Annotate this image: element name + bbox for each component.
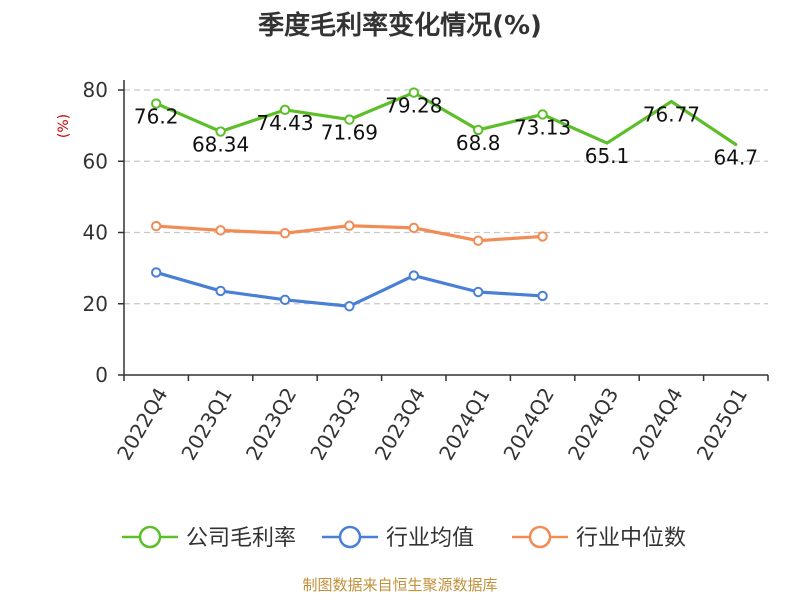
data-label: 76.2 bbox=[134, 105, 179, 129]
data-point bbox=[279, 104, 291, 116]
legend-swatch-marker bbox=[138, 525, 162, 549]
data-label: 76.77 bbox=[643, 103, 700, 127]
y-axis-label: (%) bbox=[56, 114, 72, 138]
data-label: 79.28 bbox=[385, 94, 442, 118]
data-point bbox=[473, 286, 484, 298]
series-lines bbox=[151, 87, 738, 312]
data-point bbox=[279, 228, 291, 239]
data-point bbox=[537, 109, 548, 120]
legend-swatch-marker bbox=[338, 525, 362, 549]
y-tick-label: 80 bbox=[83, 78, 108, 102]
data-point bbox=[151, 98, 162, 109]
data-label: 68.34 bbox=[192, 133, 249, 157]
x-tick-label: 2022Q4 bbox=[112, 384, 172, 465]
data-point bbox=[344, 220, 355, 231]
data-labels: 76.2 68.34 74.43 71.69 79.28 68.8 73.13 65.1 76.… bbox=[134, 94, 758, 170]
x-tick-label: 2023Q3 bbox=[305, 384, 365, 465]
legend: 公司毛利率 行业均值 行业中位数 bbox=[122, 525, 686, 551]
data-point bbox=[215, 225, 226, 236]
legend-label: 公司毛利率 bbox=[186, 526, 296, 551]
y-tick-label: 60 bbox=[83, 149, 108, 173]
data-point bbox=[537, 290, 548, 302]
x-tick-label: 2024Q4 bbox=[627, 384, 687, 465]
y-tick-label: 20 bbox=[83, 292, 108, 316]
x-tick-label: 2023Q4 bbox=[370, 384, 430, 465]
x-tick-label: 2024Q3 bbox=[563, 384, 623, 465]
data-point bbox=[537, 231, 548, 242]
data-label: 74.43 bbox=[256, 111, 313, 135]
x-tick-label: 2023Q2 bbox=[241, 384, 301, 465]
x-tick-label: 2023Q1 bbox=[176, 384, 236, 465]
x-tick-label: 2025Q1 bbox=[692, 384, 752, 465]
legend-swatch-marker bbox=[528, 525, 552, 549]
y-tick-label: 40 bbox=[83, 221, 108, 245]
data-point bbox=[408, 270, 419, 281]
data-label: 64.7 bbox=[714, 146, 759, 170]
data-point bbox=[473, 235, 484, 246]
data-label: 68.8 bbox=[456, 131, 501, 155]
data-point bbox=[151, 220, 162, 232]
data-point bbox=[473, 124, 484, 136]
x-tick-label: 2024Q1 bbox=[434, 384, 494, 465]
y-tick-label: 0 bbox=[95, 363, 108, 387]
data-label: 71.69 bbox=[321, 121, 378, 145]
data-point bbox=[151, 267, 162, 278]
data-point bbox=[408, 222, 419, 234]
data-point bbox=[215, 285, 226, 297]
data-label: 65.1 bbox=[585, 144, 630, 168]
data-point bbox=[344, 301, 355, 312]
data-point bbox=[215, 126, 226, 137]
data-point bbox=[344, 114, 355, 125]
grid-lines bbox=[124, 89, 768, 305]
data-point bbox=[408, 87, 419, 98]
x-tick-label: 2024Q2 bbox=[498, 384, 558, 465]
source-note: 制图数据来自恒生聚源数据库 bbox=[302, 576, 497, 594]
series-line bbox=[154, 90, 738, 147]
data-label: 73.13 bbox=[514, 115, 571, 139]
data-point bbox=[279, 294, 291, 306]
legend-label: 行业中位数 bbox=[576, 526, 686, 551]
chart-title: 季度毛利率变化情况(%) bbox=[258, 10, 542, 41]
legend-label: 行业均值 bbox=[386, 526, 474, 551]
